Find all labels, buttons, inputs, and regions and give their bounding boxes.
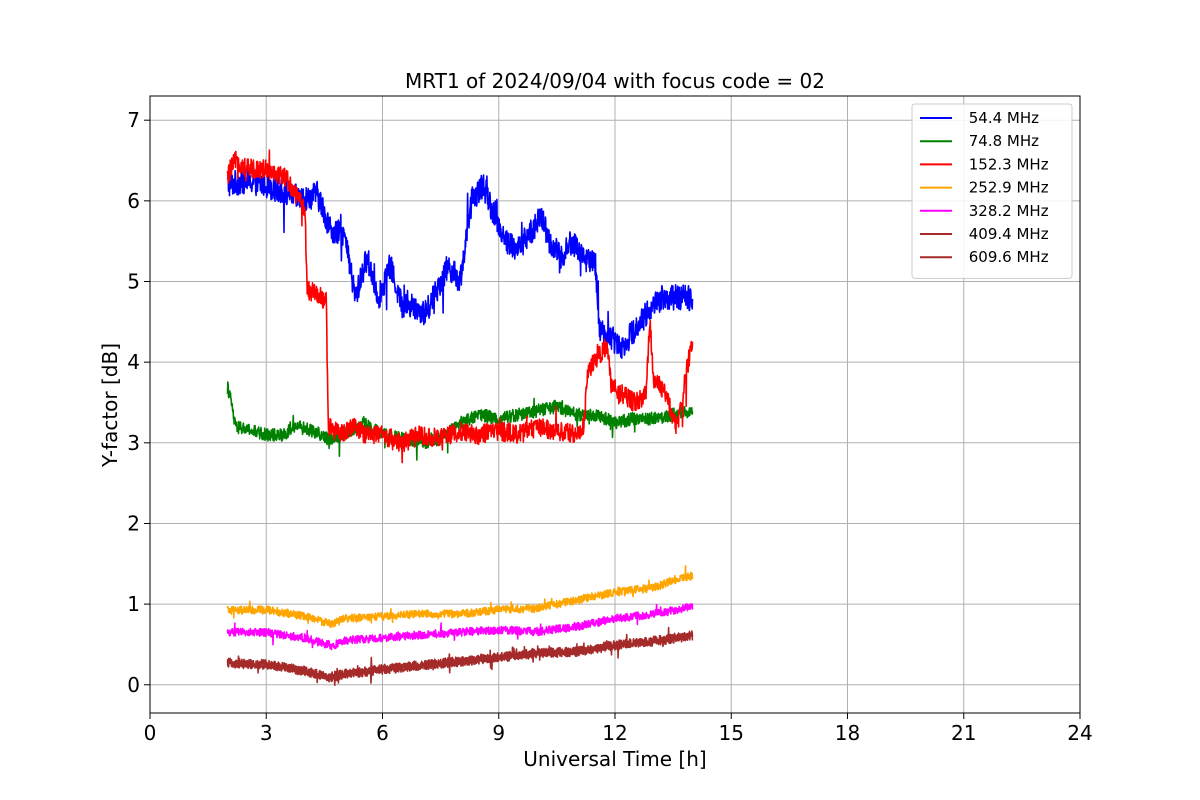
x-tick-label: 9: [492, 721, 505, 745]
plot-frame: [149, 95, 1081, 714]
legend-entry: 54.4 MHz: [964, 109, 1039, 127]
y-tick-label: 2: [127, 511, 140, 535]
series-layer: [226, 149, 694, 686]
legend-entry: 152.3 MHz: [964, 155, 1049, 173]
series-line: [226, 149, 694, 464]
y-tick-label: 1: [127, 592, 140, 616]
legend-entry: 74.8 MHz: [964, 132, 1039, 150]
legend-entry: 252.9 MHz: [964, 179, 1049, 197]
y-tick-label: 5: [127, 270, 140, 294]
y-tick-label: 0: [127, 673, 140, 697]
x-tick-label: 15: [719, 721, 744, 745]
x-tick-label: 18: [835, 721, 860, 745]
x-tick-label: 24: [1067, 721, 1092, 745]
legend-entry: 409.4 MHz: [964, 225, 1049, 243]
chart-title: MRT1 of 2024/09/04 with focus code = 02: [405, 69, 825, 93]
x-tick-label: 21: [951, 721, 976, 745]
y-tick-label: 3: [127, 431, 140, 455]
legend: 54.4 MHz 74.8 MHz 152.3 MHz 252.9 MHz 32…: [911, 103, 1073, 279]
series-line: [226, 632, 694, 686]
y-tick-label: 4: [127, 350, 140, 374]
x-tick-label: 12: [602, 721, 627, 745]
y-tick-label: 6: [127, 189, 140, 213]
x-tick-label: 0: [144, 721, 157, 745]
x-tick-label: 6: [376, 721, 389, 745]
y-axis-label: Y-factor [dB]: [98, 343, 122, 468]
legend-entry: 328.2 MHz: [964, 202, 1049, 220]
legend-entry: 609.6 MHz: [964, 248, 1049, 266]
y-tick-label: 7: [127, 108, 140, 132]
series-line: [226, 565, 694, 629]
x-axis-label: Universal Time [h]: [523, 747, 706, 771]
x-tick-label: 3: [260, 721, 273, 745]
series-line: [226, 603, 694, 651]
